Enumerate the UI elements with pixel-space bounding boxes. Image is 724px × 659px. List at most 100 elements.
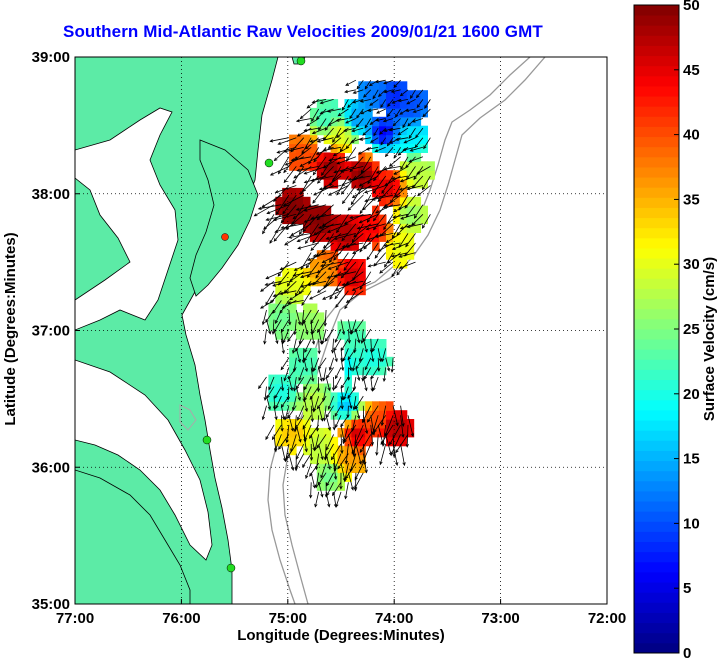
velocity-cell-353 [365, 436, 373, 447]
velocity-arrow-570 [402, 118, 409, 129]
velocity-cell-314 [351, 214, 359, 225]
velocity-cell-6 [268, 303, 276, 313]
velocity-arrow-560 [392, 213, 409, 219]
velocity-arrow-178 [313, 357, 320, 372]
velocity-arrow-186 [305, 252, 320, 269]
velocity-cell-368 [365, 152, 373, 162]
velocity-cell-391 [372, 170, 380, 180]
velocity-cell-297 [351, 419, 359, 429]
velocity-arrow-295 [321, 252, 342, 264]
colorbar-band-46 [634, 177, 679, 188]
velocity-arrow-581 [404, 194, 416, 209]
velocity-cell-382 [372, 347, 380, 358]
velocity-cell-471 [399, 250, 408, 260]
velocity-arrow-0 [261, 405, 267, 421]
velocity-arrow-306 [332, 127, 342, 143]
velocity-cell-63 [289, 187, 297, 198]
velocity-arrow-220 [312, 271, 327, 286]
velocity-arrow-411 [349, 156, 364, 173]
colorbar-band-7 [634, 572, 679, 583]
velocity-arrow-172 [315, 415, 320, 432]
station-marker-1 [296, 56, 306, 66]
velocity-arrow-393 [361, 367, 365, 382]
velocity-cell-463 [392, 99, 401, 109]
velocity-arrow-8 [265, 424, 275, 441]
velocity-cell-245 [337, 259, 345, 269]
velocity-cell-54 [289, 312, 297, 322]
velocity-cell-291 [344, 99, 352, 109]
velocity-arrow-600 [409, 146, 424, 152]
velocity-cell-344 [358, 170, 366, 180]
velocity-arrow-324 [340, 338, 349, 352]
velocity-arrow-419 [362, 443, 372, 464]
velocity-cell-172 [316, 161, 325, 171]
velocity-cell-399 [372, 81, 380, 91]
velocity-arrow-465 [358, 175, 379, 187]
velocity-cell-334 [358, 330, 366, 340]
velocity-cell-442 [386, 90, 394, 100]
velocity-arrow-479 [380, 405, 387, 427]
velocity-cell-124 [309, 401, 318, 411]
velocity-arrow-466 [367, 166, 379, 185]
velocity-cell-236 [337, 445, 345, 456]
velocity-arrow-76 [295, 386, 301, 401]
velocity-cell-311 [351, 241, 359, 251]
velocity-arrow-59 [277, 261, 290, 277]
y-tick-label-1: 38:00 [32, 186, 70, 203]
velocity-cell-316 [351, 170, 359, 180]
colorbar-band-11 [634, 531, 679, 543]
velocity-cell-62 [289, 196, 297, 207]
velocity-cell-212 [330, 401, 339, 411]
velocity-arrow-400 [341, 280, 364, 287]
velocity-cell-388 [372, 205, 380, 216]
velocity-arrow-98 [277, 137, 297, 145]
velocity-cell-517 [413, 152, 422, 162]
velocity-cell-444 [392, 436, 401, 447]
velocity-arrow-500 [377, 89, 386, 98]
velocity-arrow-290 [340, 319, 346, 336]
velocity-arrow-433 [359, 233, 372, 253]
velocity-arrow-366 [340, 261, 357, 279]
velocity-cell-35 [282, 285, 290, 296]
velocity-arrow-4 [263, 329, 267, 345]
velocity-arrow-348 [349, 453, 357, 473]
velocity-cell-494 [406, 232, 415, 242]
velocity-arrow-399 [345, 290, 364, 304]
velocity-arrow-91 [272, 213, 297, 222]
velocity-arrow-27 [274, 386, 282, 399]
velocity-arrow-84 [295, 309, 302, 326]
velocity-cell-98 [303, 392, 311, 402]
velocity-arrow-212 [325, 376, 331, 392]
velocity-arrow-358 [351, 357, 357, 372]
velocity-cell-145 [309, 134, 318, 145]
velocity-cell-149 [316, 481, 325, 491]
velocity-arrow-156 [300, 175, 312, 196]
colorbar-band-58 [634, 55, 679, 67]
velocity-cell-246 [337, 241, 345, 251]
velocity-cell-341 [358, 223, 366, 233]
velocity-arrow-46 [284, 405, 290, 421]
velocity-cell-91 [296, 134, 304, 145]
velocity-cell-56 [289, 294, 297, 305]
velocity-cell-260 [344, 454, 352, 465]
velocity-arrow-470 [369, 118, 379, 125]
velocity-cell-370 [365, 125, 373, 136]
colorbar-tick-label-9: 45 [683, 62, 700, 79]
colorbar-band-32 [634, 318, 679, 330]
velocity-cell-464 [392, 90, 401, 100]
velocity-cell-499 [406, 179, 415, 189]
velocity-cell-223 [330, 170, 339, 180]
velocity-arrow-612 [422, 108, 431, 118]
velocity-cell-516 [413, 161, 422, 171]
velocity-cell-439 [386, 116, 394, 127]
velocity-cell-0 [268, 401, 276, 411]
velocity-cell-146 [309, 125, 318, 136]
velocity-cell-501 [406, 161, 415, 171]
velocity-cell-202 [323, 116, 332, 127]
velocity-arrow-531 [400, 405, 405, 428]
velocity-cell-27 [282, 392, 290, 402]
colorbar-band-4 [634, 602, 679, 613]
velocity-arrow-207 [316, 434, 327, 449]
velocity-arrow-610 [416, 166, 431, 175]
velocity-arrow-107 [295, 376, 305, 390]
